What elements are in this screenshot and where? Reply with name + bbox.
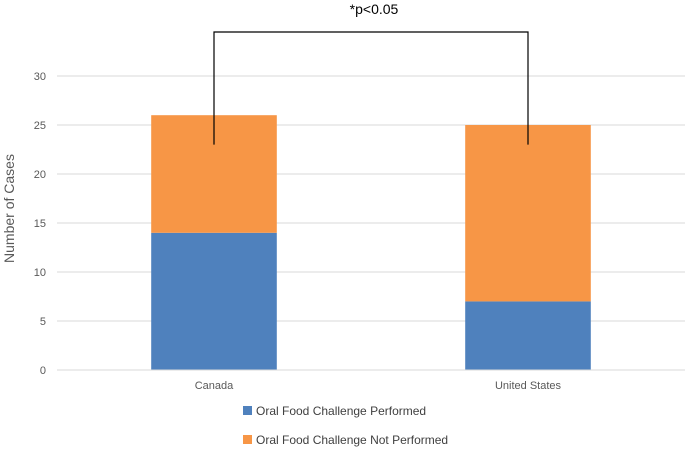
y-tick-label: 30 [34,71,46,83]
y-tick-label: 20 [34,169,46,181]
x-category-label: United States [495,380,562,392]
significance-annotation: *p<0.05 [213,1,529,145]
y-tick-label: 0 [40,365,46,377]
y-tick-label: 25 [34,120,46,132]
legend-label: Oral Food Challenge Not Performed [256,433,448,447]
y-axis-ticks: 0 5 10 15 20 25 30 [34,71,46,377]
y-axis-label: Number of Cases [1,154,17,263]
y-tick-label: 5 [40,316,46,328]
x-category-label: Canada [195,380,234,392]
significance-bracket [213,31,529,145]
legend: Oral Food Challenge Performed Oral Food C… [243,404,448,447]
legend-swatch [243,406,252,415]
bar-segment-performed [465,301,591,370]
legend-label: Oral Food Challenge Performed [256,404,426,418]
y-tick-label: 15 [34,218,46,230]
bar-segment-not-performed [465,125,591,302]
bars [151,115,591,370]
x-axis-categories: Canada United States [195,380,562,392]
legend-swatch [243,435,252,444]
bar-segment-performed [151,232,277,370]
y-tick-label: 10 [34,267,46,279]
significance-label: *p<0.05 [350,1,399,17]
